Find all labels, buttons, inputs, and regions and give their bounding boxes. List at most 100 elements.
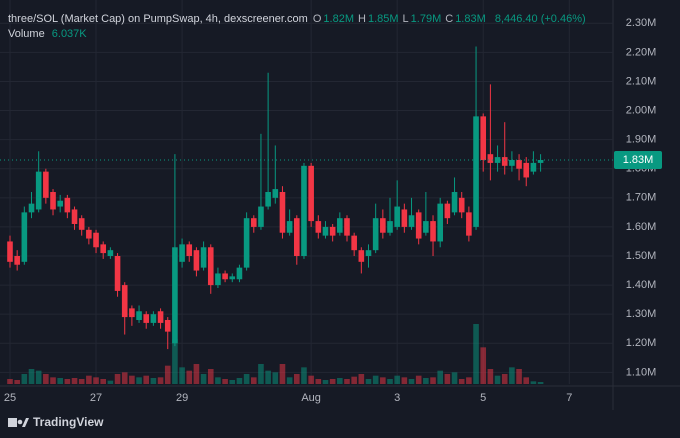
plot <box>0 0 613 384</box>
candle-body <box>136 311 142 320</box>
volume-bar <box>114 374 121 384</box>
volume-bar <box>365 379 372 384</box>
volume-bar <box>7 379 13 384</box>
candle-body <box>286 221 293 233</box>
candle-body <box>301 165 307 256</box>
candle-body <box>437 203 443 242</box>
volume-value: 6.037K <box>51 28 87 40</box>
candle-body <box>265 192 271 207</box>
volume-bar <box>236 378 243 384</box>
candle-body <box>473 116 479 227</box>
volume-bar <box>351 376 357 384</box>
candle-body <box>294 218 300 256</box>
candle-body <box>164 320 171 332</box>
y-tick-label: 1.10M <box>626 366 657 378</box>
y-tick-label: 1.70M <box>626 192 657 204</box>
ohlc-label: H <box>358 13 366 25</box>
ohlc-label: C <box>445 13 454 25</box>
candle-body <box>509 160 515 166</box>
volume-bar <box>107 380 114 384</box>
y-tick-label: 2.30M <box>626 17 657 29</box>
volume-bar <box>315 379 322 384</box>
candle-body <box>329 226 336 236</box>
volume-bar <box>523 377 530 384</box>
volume-bar <box>516 369 522 384</box>
volume-bar <box>380 377 386 384</box>
volume-bar <box>480 347 487 384</box>
last-price-tag <box>614 151 662 169</box>
volume-bar <box>272 372 279 384</box>
volume-bar <box>423 378 429 384</box>
volume-bar <box>157 377 164 384</box>
candle-body <box>380 218 386 233</box>
x-tick-label: 25 <box>4 392 16 404</box>
volume-name: Volume <box>8 28 45 40</box>
candle-body <box>487 154 494 163</box>
volume-bar <box>186 370 193 384</box>
volume-bar <box>28 369 35 384</box>
candle-body <box>494 157 501 163</box>
candle-body <box>179 244 185 262</box>
candle-body <box>444 203 451 219</box>
x-tick-label: 7 <box>566 392 572 404</box>
candle-body <box>308 165 314 222</box>
volume-bar <box>93 377 99 384</box>
candle-body <box>21 212 28 262</box>
volume-bar <box>14 380 20 384</box>
candle-body <box>272 189 279 198</box>
y-tick-label: 2.10M <box>626 75 657 87</box>
volume-bar <box>243 374 250 384</box>
volume-bar <box>21 374 28 384</box>
volume-bar <box>308 375 314 384</box>
candle-body <box>114 256 121 291</box>
candle-body <box>43 171 49 198</box>
candle-body <box>337 218 343 233</box>
candle-body <box>150 314 157 323</box>
candle-body <box>78 218 85 230</box>
volume-bar <box>458 379 465 384</box>
candle-body <box>401 209 408 227</box>
volume-bar <box>179 367 185 384</box>
volume-bar <box>466 377 472 384</box>
candle-body <box>14 256 20 265</box>
legend-header: three/SOL (Market Cap) on PumpSwap, 4h, … <box>8 13 590 25</box>
candle-body <box>458 197 465 213</box>
volume-bar <box>121 372 128 384</box>
candle-body <box>516 160 522 169</box>
candle-body <box>243 218 250 268</box>
volume-bar <box>408 379 415 384</box>
volume-bar <box>172 339 178 384</box>
candle-body <box>215 273 221 286</box>
candle-body <box>344 218 350 236</box>
volume-bar <box>50 377 56 384</box>
volume-bar <box>530 381 537 384</box>
volume-bar <box>200 374 207 384</box>
candle-body <box>537 160 544 163</box>
tv-logo <box>8 418 29 427</box>
last-price-label: 1.83M <box>623 154 654 166</box>
candle-body <box>372 218 379 251</box>
candle-body <box>193 250 200 271</box>
candle-body <box>480 116 487 160</box>
volume-bar <box>250 377 257 384</box>
volume-bar <box>150 378 157 384</box>
candle-body <box>530 162 537 172</box>
volume-bar <box>35 370 42 384</box>
volume-bar <box>444 374 451 384</box>
y-tick-label: 1.40M <box>626 279 657 291</box>
volume-bar <box>337 378 343 384</box>
y-tick-label: 1.30M <box>626 308 657 320</box>
volume-bar <box>100 379 107 384</box>
candle-body <box>423 221 429 233</box>
candle-body <box>394 206 400 227</box>
volume-bar <box>222 379 228 384</box>
candle-body <box>64 197 71 213</box>
volume-bar <box>372 375 379 384</box>
volume-bar <box>509 367 515 384</box>
volume-bar <box>143 375 150 384</box>
volume-bar <box>501 374 508 384</box>
candle-body <box>157 311 164 323</box>
volume-bar <box>329 379 336 384</box>
candle-body <box>365 250 372 256</box>
